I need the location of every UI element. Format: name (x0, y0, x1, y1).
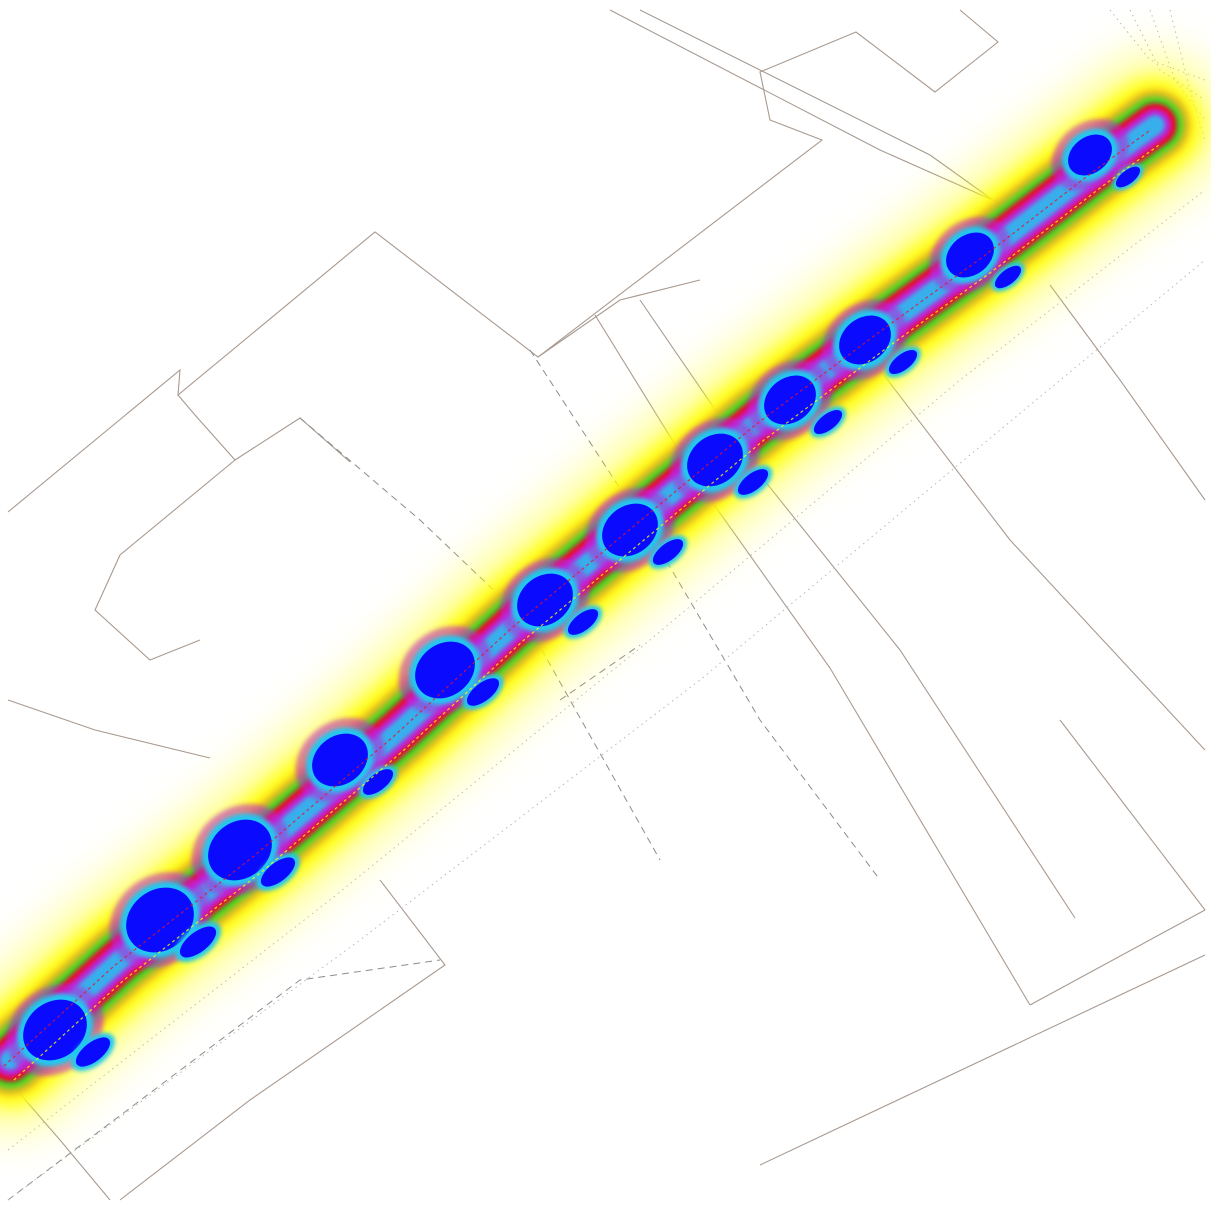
parcel-boundary (879, 369, 1206, 751)
road-edge-lines (3, 130, 1160, 1081)
dashed-boundary (559, 644, 641, 701)
parcel-boundary (759, 954, 1206, 1166)
parcel-lines (7, 9, 1206, 1201)
parcel-boundary (594, 314, 1031, 1006)
parcel-boundary (177, 394, 351, 463)
parcel-boundary (7, 9, 999, 513)
parcel-boundary (7, 699, 211, 759)
dashed-boundary (7, 959, 441, 1201)
luminaire-pool[interactable] (914, 201, 1029, 309)
dashed-boundary (529, 349, 881, 881)
luminaire-pool[interactable] (173, 785, 307, 915)
parcel-boundary (1049, 284, 1206, 501)
road-edge-line (3, 130, 1150, 1067)
luminaire-pool[interactable] (90, 852, 229, 988)
dotted-line (7, 259, 1206, 1201)
luminaire-pool[interactable] (0, 965, 122, 1095)
luminaire-pool[interactable] (732, 343, 852, 456)
dotted-line (7, 189, 1206, 1151)
parcel-boundary (1059, 719, 1206, 911)
parcel-boundary (119, 879, 446, 1201)
parcel-boundary (537, 279, 701, 358)
luminaire-pool[interactable] (654, 401, 778, 520)
luminaire-pool[interactable] (279, 701, 403, 820)
parcel-boundary (609, 9, 1016, 211)
luminaire-pools (0, 104, 1148, 1095)
luminaire-pool[interactable] (381, 608, 510, 733)
parcel-boundary (1029, 909, 1206, 1006)
luminaire-pool[interactable] (1037, 104, 1148, 206)
road-edge-line (13, 144, 1160, 1081)
parcel-boundary (94, 459, 236, 661)
